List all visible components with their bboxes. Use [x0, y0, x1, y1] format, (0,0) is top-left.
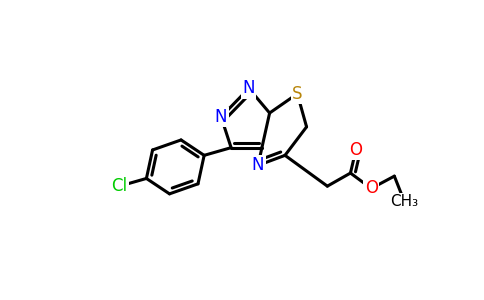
Text: O: O: [365, 179, 378, 197]
Text: N: N: [242, 80, 255, 98]
Text: CH₃: CH₃: [390, 194, 419, 209]
Text: N: N: [252, 156, 264, 174]
Text: Cl: Cl: [111, 177, 127, 195]
Text: O: O: [349, 141, 363, 159]
Text: N: N: [215, 108, 227, 126]
Text: S: S: [292, 85, 302, 103]
